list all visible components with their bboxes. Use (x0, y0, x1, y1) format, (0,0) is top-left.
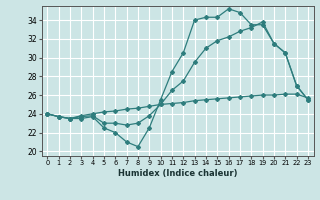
X-axis label: Humidex (Indice chaleur): Humidex (Indice chaleur) (118, 169, 237, 178)
